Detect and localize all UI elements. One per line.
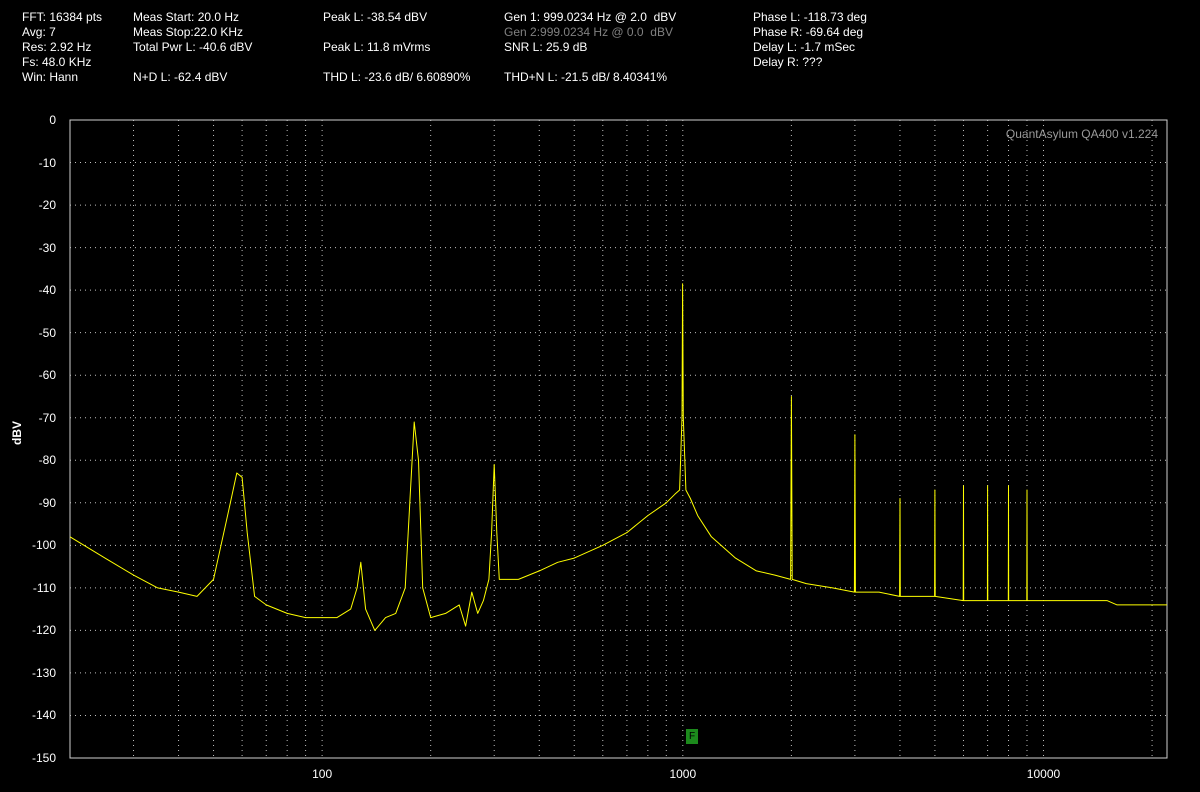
noise-distortion: N+D L: -62.4 dBV xyxy=(133,70,228,84)
frequency-marker[interactable]: F xyxy=(686,729,698,744)
sample-rate: Fs: 48.0 KHz xyxy=(22,55,92,69)
gen2: Gen 2:999.0234 Hz @ 0.0 dBV xyxy=(504,25,673,39)
total-power: Total Pwr L: -40.6 dBV xyxy=(133,40,253,54)
y-tick-label: -10 xyxy=(38,155,56,170)
series-group xyxy=(69,283,1167,631)
peak-dbv: Peak L: -38.54 dBV xyxy=(323,10,428,24)
meas-start: Meas Start: 20.0 Hz xyxy=(133,10,240,24)
measurement-range-column: Meas Start: 20.0 Hz Meas Stop:22.0 KHz T… xyxy=(133,10,252,85)
fft-points: FFT: 16384 pts xyxy=(22,10,103,24)
y-tick-label: -90 xyxy=(38,495,56,510)
thd-n: THD+N L: -21.5 dB/ 8.40341% xyxy=(504,70,668,84)
y-tick-label: -40 xyxy=(38,283,56,298)
y-tick-label: -20 xyxy=(38,198,56,213)
y-axis-label: dBV xyxy=(10,421,24,445)
y-tick-label: -110 xyxy=(32,580,56,595)
spectrum-trace-0 xyxy=(69,283,1167,631)
x-tick-label: 1000 xyxy=(669,767,697,781)
phase-column: Phase L: -118.73 deg Phase R: -69.64 deg… xyxy=(753,10,867,70)
y-tick-label: -120 xyxy=(31,623,56,638)
phase-l: Phase L: -118.73 deg xyxy=(753,10,867,24)
x-tick-label: 10000 xyxy=(1026,767,1061,781)
peak-mvrms: Peak L: 11.8 mVrms xyxy=(323,40,431,54)
y-tick-label: -30 xyxy=(38,240,56,255)
y-tick-label: -130 xyxy=(31,665,56,680)
meas-stop: Meas Stop:22.0 KHz xyxy=(133,25,244,39)
phase-r: Phase R: -69.64 deg xyxy=(753,25,864,39)
y-tick-label: -140 xyxy=(31,708,56,723)
averages: Avg: 7 xyxy=(22,25,56,39)
peak-column: Peak L: -38.54 dBV Peak L: 11.8 mVrms TH… xyxy=(323,10,470,85)
generator-column: Gen 1: 999.0234 Hz @ 2.0 dBV Gen 2:999.0… xyxy=(504,10,676,85)
y-tick-label: 0 xyxy=(49,113,56,127)
plot-frame xyxy=(69,119,1168,759)
watermark: QuantAsylum QA400 v1.224 xyxy=(1005,127,1158,141)
y-tick-label: -150 xyxy=(31,751,56,765)
y-tick-label: -50 xyxy=(38,325,56,340)
fft-info-column: FFT: 16384 pts Avg: 7 Res: 2.92 Hz Fs: 4… xyxy=(22,10,102,85)
grid xyxy=(69,119,1167,759)
resolution: Res: 2.92 Hz xyxy=(22,40,92,54)
y-tick-label: -80 xyxy=(38,453,56,468)
thd: THD L: -23.6 dB/ 6.60890% xyxy=(323,70,471,84)
y-tick-label: -70 xyxy=(38,410,56,425)
gen1: Gen 1: 999.0234 Hz @ 2.0 dBV xyxy=(504,10,677,24)
delay-r: Delay R: ??? xyxy=(753,55,823,69)
measurement-header: FFT: 16384 pts Avg: 7 Res: 2.92 Hz Fs: 4… xyxy=(0,0,1200,100)
y-tick-label: -100 xyxy=(31,538,56,553)
x-tick-label: 100 xyxy=(312,767,333,781)
y-tick-label: -60 xyxy=(38,368,56,383)
window-type: Win: Hann xyxy=(22,70,79,84)
snr: SNR L: 25.9 dB xyxy=(504,40,588,54)
delay-l: Delay L: -1.7 mSec xyxy=(753,40,856,54)
